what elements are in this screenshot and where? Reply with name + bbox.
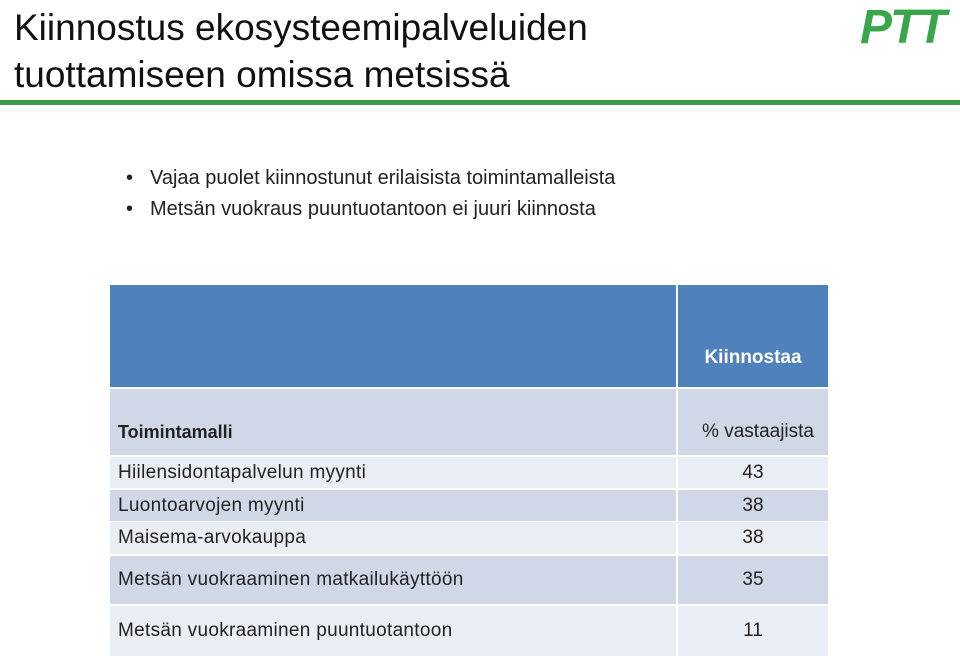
table-cell: 35 [678,556,828,604]
table-cell: Luontoarvojen myynti [110,490,676,521]
table-cell: 38 [678,490,828,521]
bullet-text: Vajaa puolet kiinnostunut erilaisista to… [150,167,616,189]
column-header: Toimintamalli [110,389,676,455]
title-line: Kiinnostus ekosysteemipalveluiden [14,7,588,48]
bullet-text: Metsän vuokraus puuntuotantoon ei juuri … [150,198,596,220]
header-cell: Kiinnostaa [678,285,828,387]
bullet-dot: • [126,198,134,220]
table-cell: Maisema-arvokauppa [110,522,676,554]
bullet: • Vajaa puolet kiinnostunut erilaisista t… [126,167,826,193]
title-line: tuottamiseen omissa metsissä [14,54,510,95]
table-cell: 38 [678,522,828,554]
table-cell: Hiilensidontapalvelun myynti [110,457,676,488]
table-cell: Metsän vuokraaminen puuntuotantoon [110,606,676,656]
table-cell: 11 [678,606,828,656]
column-header: % vastaajista [678,389,828,455]
table-cell: 43 [678,457,828,488]
logo: PTT [860,1,947,54]
title-rule [0,100,960,105]
table-cell: Metsän vuokraaminen matkailukäyttöön [110,556,676,604]
header-cell [110,285,676,387]
bullet: • Metsän vuokraus puuntuotantoon ei juuri… [126,198,826,224]
bullet-dot: • [126,167,134,189]
